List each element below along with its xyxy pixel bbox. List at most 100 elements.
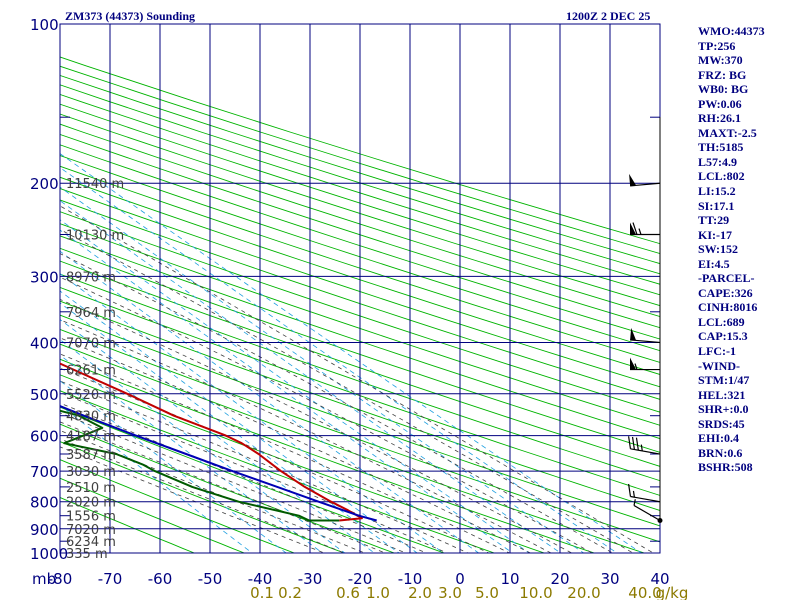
wind-barb: [633, 504, 661, 521]
mixing-ratio-label: 0.2: [278, 584, 302, 600]
temperature-tick-label: -20: [348, 570, 373, 588]
index-item: -WIND-: [698, 358, 740, 373]
mixing-ratio-label: 5.0: [475, 584, 499, 600]
index-item: CINH:8016: [698, 300, 758, 315]
surface-wind-dot: [657, 517, 663, 523]
height-label: 335 m: [66, 547, 108, 562]
pressure-tick-label: 300: [30, 268, 59, 286]
temperature-tick-label: 10: [500, 570, 519, 588]
temperature-tick-label: 0: [455, 570, 465, 588]
temperature-tick-label: -70: [98, 570, 123, 588]
index-item: KI:-17: [698, 227, 732, 242]
valid-time: 1200Z 2 DEC 25: [566, 9, 651, 23]
dry-adiabat-line: [60, 235, 660, 440]
temperature-tick-label: -60: [148, 570, 173, 588]
dry-adiabat-line: [60, 300, 660, 511]
wind-barb-half: [632, 490, 635, 498]
axis-unit-label: mb: [32, 570, 56, 588]
temperature-tick-label: -40: [248, 570, 273, 588]
dry-adiabat-line: [60, 199, 660, 400]
index-item: BRN:0.6: [698, 445, 743, 460]
dry-adiabat-line: [60, 328, 660, 543]
pressure-tick-label: 800: [30, 494, 59, 512]
temperature-tick-label: 40: [650, 570, 669, 588]
index-item: CAPE:326: [698, 285, 753, 300]
height-label: 6261 m: [66, 364, 116, 379]
index-item: TP:256: [698, 38, 736, 53]
dry-adiabat-line: [60, 374, 546, 553]
index-item: FRZ: BG: [698, 67, 747, 82]
mixing-ratio-label: 20.0: [567, 584, 600, 600]
index-item: BSHR:508: [698, 460, 753, 475]
height-label: 7964 m: [66, 306, 116, 321]
index-item: L57:4.9: [698, 154, 737, 169]
height-label: 4187 m: [66, 430, 116, 445]
dry-adiabat-line: [60, 103, 660, 296]
temperature-profile: [60, 362, 363, 522]
wind-barb-pennant: [630, 222, 636, 235]
wind-barb-flag: [628, 436, 632, 449]
dry-adiabat-line: [60, 176, 660, 375]
temperature-tick-label: 20: [550, 570, 569, 588]
dry-adiabat-line: [60, 56, 660, 245]
dry-adiabat-line: [60, 65, 660, 255]
wind-barb-flag: [632, 222, 638, 235]
temperature-tick-label: 30: [600, 570, 619, 588]
height-label: 4830 m: [66, 410, 116, 425]
dry-adiabat-line: [60, 93, 660, 285]
mixing-ratio-label: 40.0: [628, 584, 661, 600]
dry-adiabat-line: [60, 211, 660, 413]
index-item: EHI:0.4: [698, 431, 740, 446]
index-item: MAXT:-2.5: [698, 125, 757, 140]
dry-adiabat-line: [60, 273, 660, 482]
mixing-ratio-label: 10.0: [519, 584, 552, 600]
pressure-tick-label: 1000: [30, 545, 68, 563]
dry-adiabat-line: [60, 390, 496, 553]
dry-adiabat-line: [60, 247, 660, 453]
wind-barb-half: [638, 228, 642, 235]
wind-barb: [630, 448, 661, 455]
mixing-ratio-label: 0.6: [336, 584, 360, 600]
mixing-ratio-label: 2.0: [408, 584, 432, 600]
index-item: MW:370: [698, 53, 743, 68]
height-label: 2020 m: [66, 496, 116, 511]
temperature-tick-label: -80: [48, 570, 73, 588]
height-label: 7020 m: [66, 523, 116, 538]
dry-adiabat-line: [60, 441, 346, 553]
index-item: CAP:15.3: [698, 329, 748, 344]
index-item: -PARCEL-: [698, 271, 755, 286]
temperature-tick-label: -10: [398, 570, 423, 588]
pressure-tick-label: 100: [30, 16, 59, 34]
height-label: 5520 m: [66, 388, 116, 403]
wind-barb-half: [634, 363, 638, 370]
pressure-tick-label: 600: [30, 428, 59, 446]
wind-barb-pennant: [630, 327, 637, 341]
mixing-ratio-label: 0.1: [250, 584, 274, 600]
dry-adiabat-line: [60, 343, 646, 553]
temperature-tick-label: -30: [298, 570, 323, 588]
wind-barb-flag: [635, 437, 639, 451]
index-item: STM:1/47: [698, 373, 750, 388]
dry-adiabat-line: [60, 459, 296, 553]
pressure-tick-label: 200: [30, 175, 59, 193]
indices-panel: WMO:44373 TP:256 MW:370 FRZ: BG WB0: BG PW:0.…: [698, 24, 765, 475]
height-label: 2510 m: [66, 481, 116, 496]
wind-barb: [630, 339, 661, 344]
pressure-tick-label: 500: [30, 386, 59, 404]
dry-adiabat-line: [60, 188, 660, 388]
mixing-ratio-line: [60, 290, 418, 553]
dewpoint-profile: [60, 409, 340, 522]
index-item: SHR+:0.0: [698, 402, 749, 417]
wind-barb-half: [633, 499, 636, 506]
wind-barb-flag: [631, 436, 635, 450]
height-label: 3030 m: [66, 465, 116, 480]
wind-barb: [630, 182, 661, 187]
dry-adiabat-line: [60, 286, 660, 496]
dry-adiabat-line: [60, 260, 660, 467]
index-item: LCL:802: [698, 169, 745, 184]
dry-adiabat-line: [60, 144, 660, 340]
index-item: EI:4.5: [698, 256, 730, 271]
mixing-ratio-label: 1.0: [366, 584, 390, 600]
dry-adiabat-line: [60, 497, 196, 553]
dry-adiabat-line: [60, 406, 446, 553]
